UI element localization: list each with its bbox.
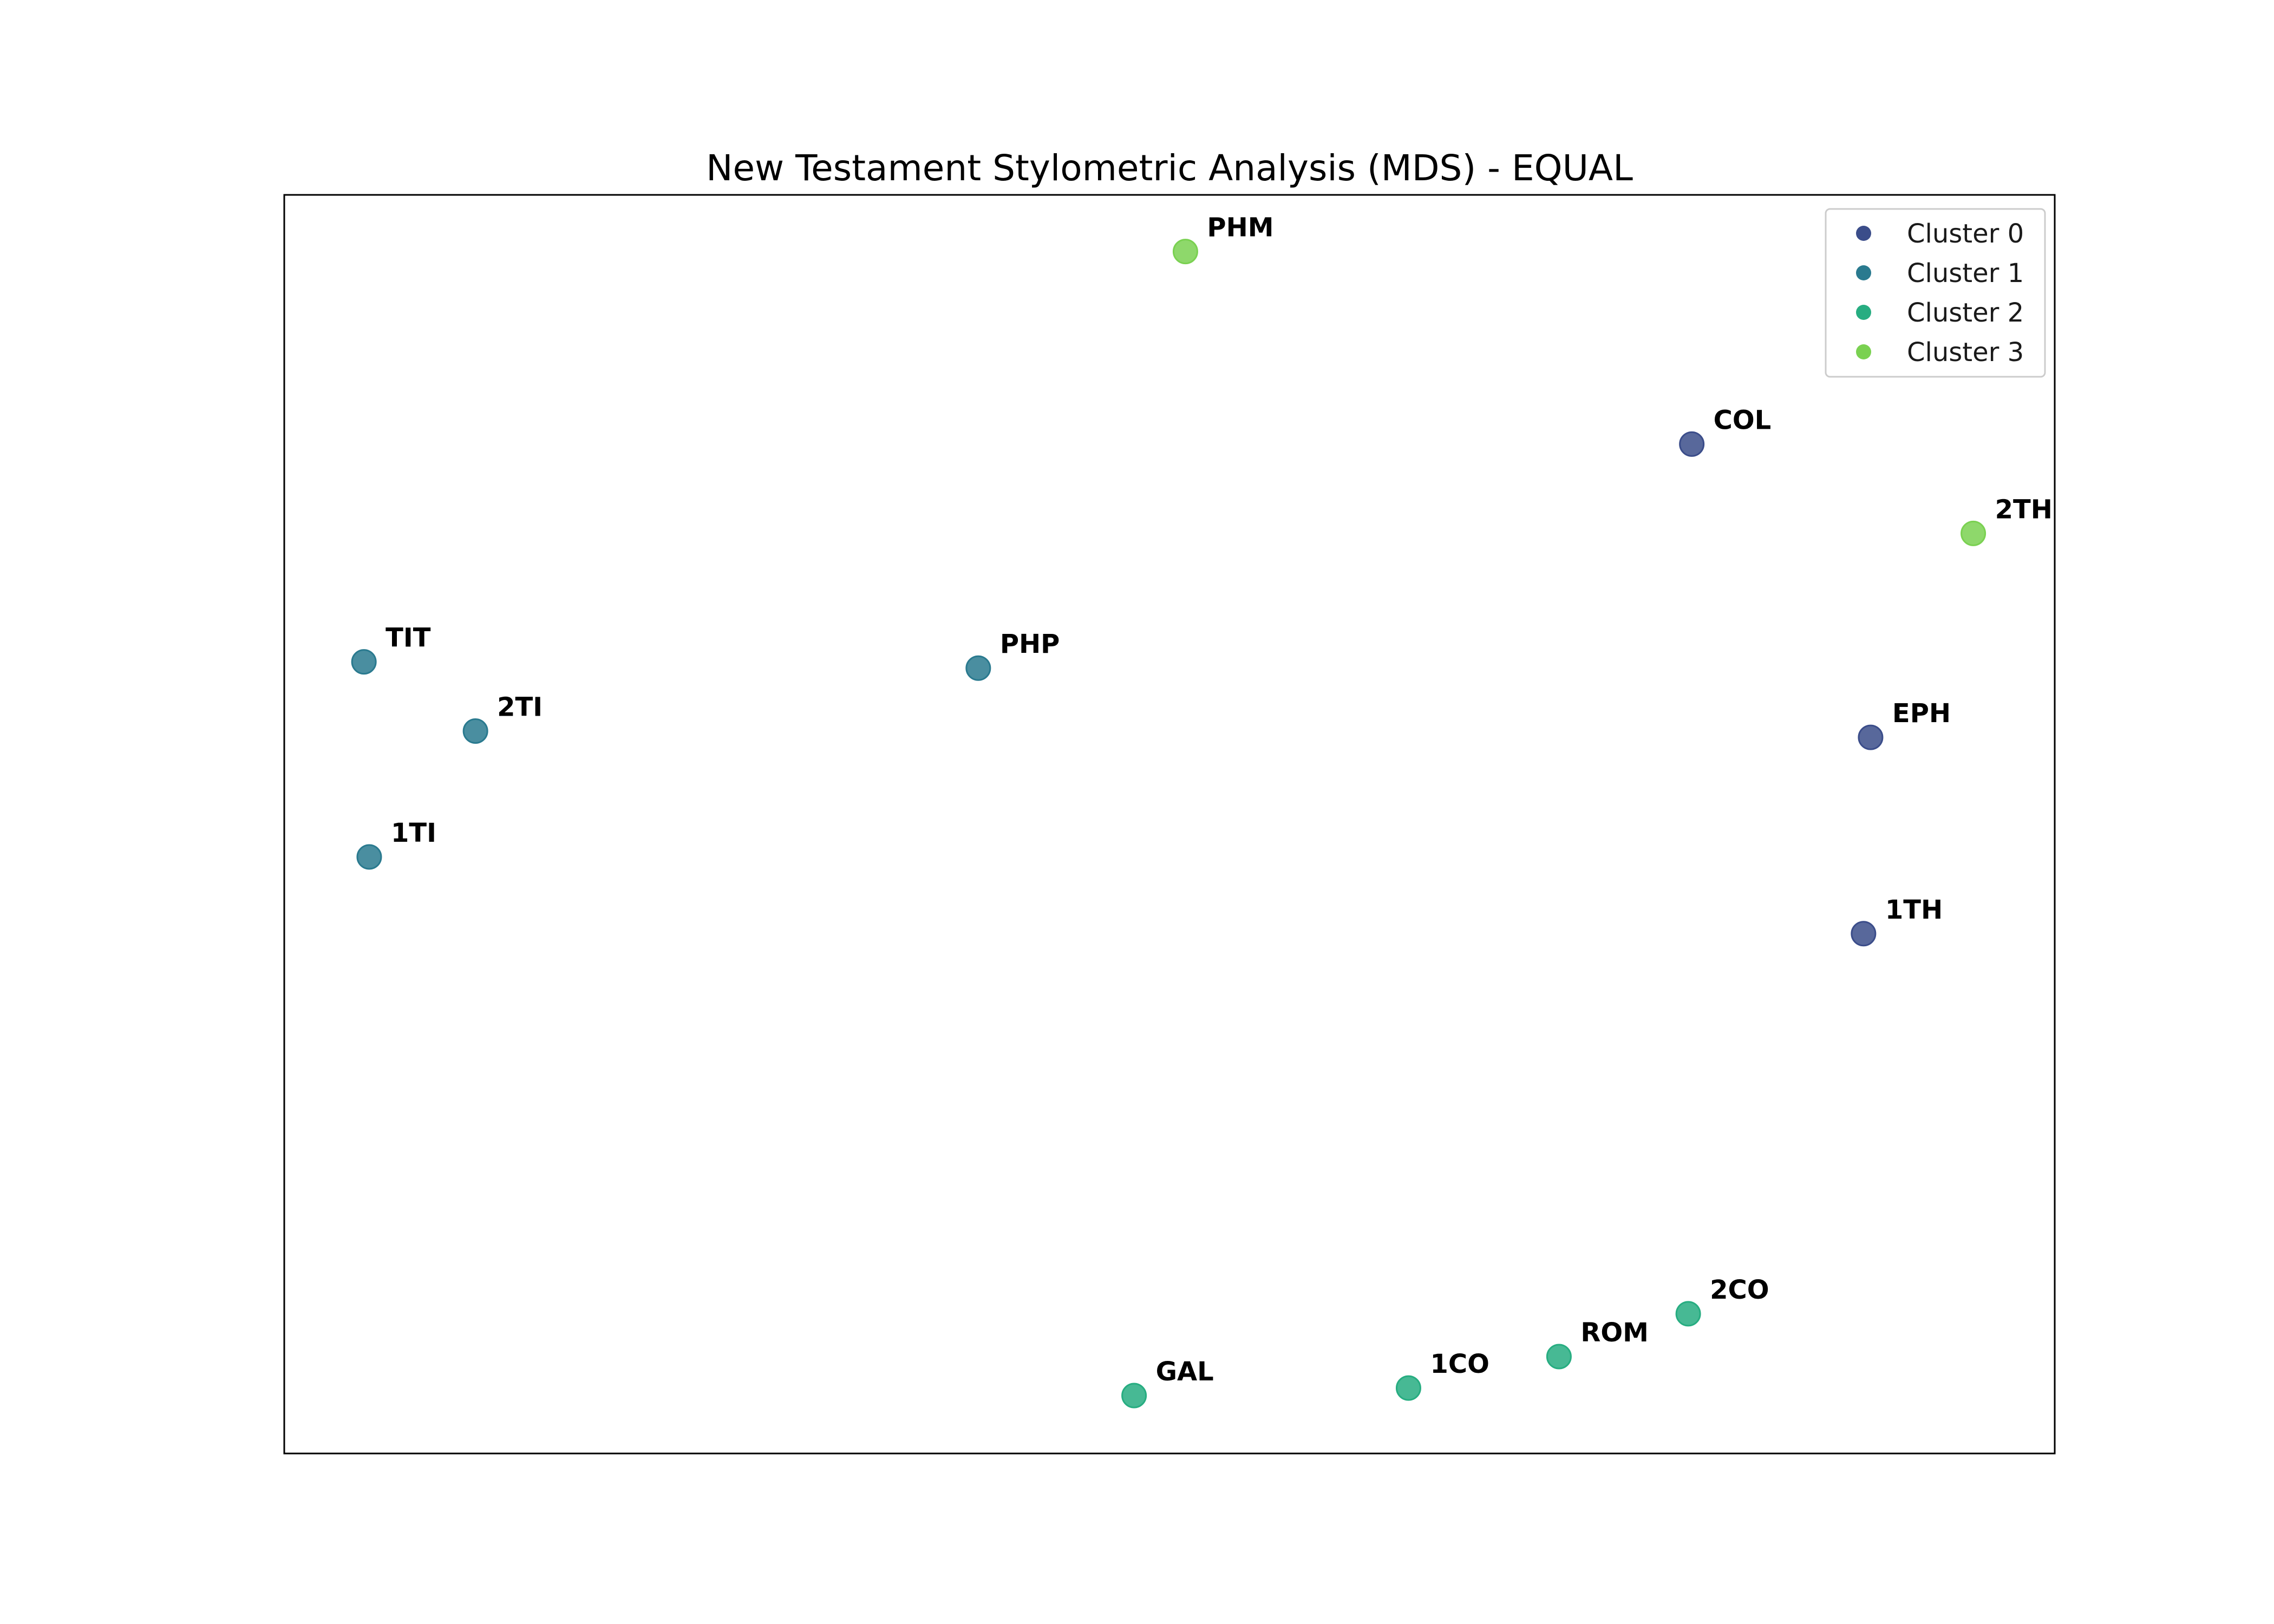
data-point-rom [1546,1344,1572,1370]
legend-box [1825,208,2046,378]
plot-area [283,194,2056,1455]
legend-label-cluster-3: Cluster 3 [1907,337,2024,368]
point-label-eph: EPH [1892,698,1951,729]
data-point-1ti [356,844,382,870]
point-label-col: COL [1714,405,1772,435]
point-label-1ti: 1TI [391,818,436,848]
legend-marker-cluster-1 [1856,265,1871,280]
chart-title: New Testament Stylometric Analysis (MDS)… [706,147,1633,189]
data-point-gal [1121,1383,1147,1409]
point-label-2th: 2TH [1995,494,2053,525]
points-layer: COL EPH 1TH TIT 2TI 1TI PHP GAL 1CO ROM 2CO PHM 2TH [351,213,2053,1409]
data-point-1co [1395,1375,1421,1401]
data-point-2th [1961,520,1987,546]
point-label-gal: GAL [1156,1357,1214,1387]
data-point-eph [1858,724,1884,750]
legend-marker-cluster-2 [1856,305,1871,320]
data-point-tit [351,649,377,675]
point-label-2co: 2CO [1710,1275,1769,1305]
point-label-tit: TIT [385,623,431,653]
point-label-php: PHP [1000,629,1060,659]
legend-label-cluster-2: Cluster 2 [1907,298,2024,328]
point-label-rom: ROM [1580,1318,1649,1348]
data-point-1th [1851,921,1877,947]
data-point-2ti [462,718,488,744]
legend: Cluster 0 Cluster 1 Cluster 2 Cluster 3 [1825,208,2046,378]
data-point-php [965,655,991,681]
point-label-phm: PHM [1207,213,1273,243]
legend-marker-cluster-0 [1856,226,1871,241]
legend-marker-cluster-3 [1856,344,1871,359]
legend-label-cluster-0: Cluster 0 [1907,219,2024,249]
point-label-2ti: 2TI [497,692,543,722]
point-label-1th: 1TH [1885,895,1943,925]
point-label-1co: 1CO [1430,1349,1489,1379]
legend-label-cluster-1: Cluster 1 [1907,258,2024,289]
data-point-col [1679,431,1705,457]
data-point-phm [1172,239,1198,265]
data-point-2co [1675,1301,1701,1327]
